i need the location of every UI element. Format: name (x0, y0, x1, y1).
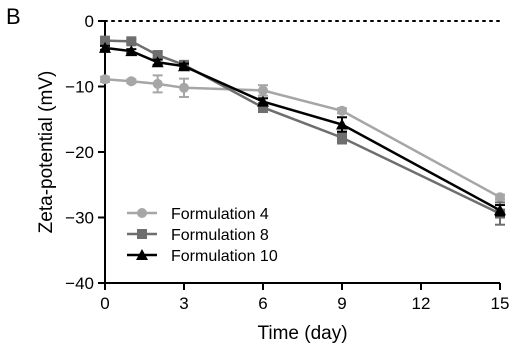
series-3 (99, 41, 506, 217)
legend-label: Formulation 10 (171, 248, 278, 265)
legend-swatch-marker (137, 229, 147, 239)
series-line (104, 39, 501, 215)
data-point (151, 56, 164, 68)
data-point (337, 132, 347, 143)
series-1 (100, 74, 505, 203)
x-tick-label: 3 (179, 294, 188, 313)
series-layer (99, 35, 506, 226)
x-tick-label: 15 (491, 294, 510, 313)
legend-label: Formulation 4 (171, 206, 269, 223)
data-point (99, 41, 111, 53)
data-point (125, 45, 138, 57)
x-tick-label: 0 (100, 294, 109, 313)
data-point (258, 85, 268, 96)
panel-label: B (6, 4, 21, 29)
data-point (100, 35, 110, 46)
x-tick-label: 12 (412, 294, 431, 313)
y-tick-label: −20 (65, 143, 94, 162)
y-tick-label: −40 (65, 274, 94, 293)
legend-item-3: Formulation 10 (127, 248, 278, 265)
data-point (337, 105, 347, 116)
data-point (126, 36, 137, 47)
data-point (258, 102, 268, 113)
y-tick-label: 0 (85, 12, 94, 31)
data-point (152, 78, 163, 89)
legend-swatch-marker (137, 208, 147, 218)
y-tick-label: −30 (65, 209, 94, 228)
data-point (100, 74, 110, 85)
data-point (126, 76, 137, 87)
legend-item-2: Formulation 8 (127, 227, 269, 244)
y-tick-label: −10 (65, 78, 94, 97)
data-point (336, 118, 348, 130)
data-point (495, 192, 505, 203)
y-axis-title: Zeta-potential (mV) (36, 71, 57, 234)
x-tick-label: 9 (337, 294, 346, 313)
legend-item-1: Formulation 4 (127, 206, 269, 223)
data-point (494, 204, 506, 216)
data-point (178, 60, 190, 72)
data-point (257, 95, 269, 107)
legend: Formulation 4 Formulation 8 Formulation 10 (127, 206, 278, 265)
x-axis-title: Time (day) (257, 323, 347, 344)
data-point (179, 82, 189, 93)
axes: 0 −10 −20 −30 −40 0 3 6 9 12 15 (65, 12, 509, 313)
data-point (152, 50, 163, 61)
x-tick-label: 6 (258, 294, 267, 313)
legend-label: Formulation 8 (171, 227, 269, 244)
legend-swatch-marker (136, 249, 148, 260)
